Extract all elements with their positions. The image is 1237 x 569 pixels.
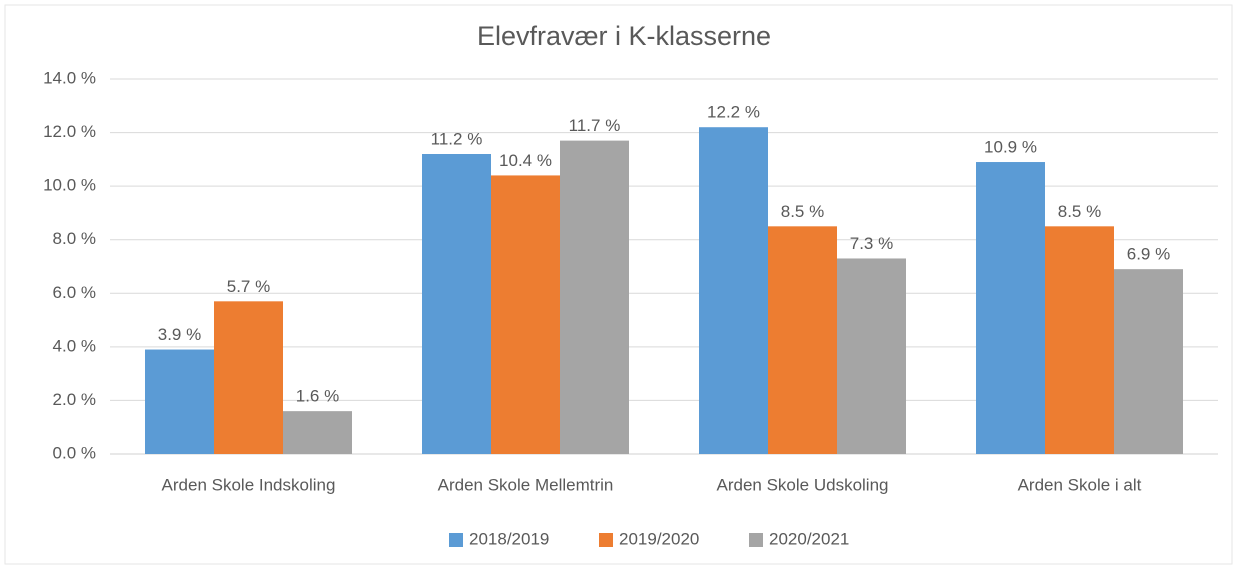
bar — [976, 162, 1045, 455]
x-tick-label: Arden Skole Mellemtrin — [438, 475, 614, 494]
data-label: 11.7 % — [569, 116, 621, 135]
data-label: 7.3 % — [850, 234, 893, 253]
data-label: 10.4 % — [499, 151, 552, 170]
bar — [699, 127, 768, 454]
y-tick-label: 8.0 % — [53, 229, 96, 248]
x-tick-label: Arden Skole Indskoling — [162, 475, 336, 494]
legend-swatch — [599, 533, 613, 547]
bar — [560, 140, 629, 454]
bar — [1114, 269, 1183, 454]
legend-swatch — [749, 533, 763, 547]
y-tick-label: 12.0 % — [43, 122, 96, 141]
chart-title: Elevfravær i K-klasserne — [477, 21, 771, 51]
data-label: 5.7 % — [227, 277, 270, 296]
bar — [1045, 226, 1114, 454]
y-tick-label: 10.0 % — [43, 176, 96, 195]
data-label: 10.9 % — [984, 138, 1037, 157]
legend-label: 2020/2021 — [769, 529, 849, 548]
legend-label: 2018/2019 — [469, 529, 549, 548]
bar — [214, 301, 283, 454]
bar — [837, 258, 906, 454]
data-label: 3.9 % — [158, 325, 201, 344]
y-tick-label: 6.0 % — [53, 283, 96, 302]
bar — [283, 411, 352, 454]
y-tick-label: 2.0 % — [53, 390, 96, 409]
data-label: 6.9 % — [1127, 245, 1170, 264]
y-tick-label: 4.0 % — [53, 336, 96, 355]
legend-swatch — [449, 533, 463, 547]
y-tick-label: 14.0 % — [43, 68, 96, 87]
x-tick-label: Arden Skole i alt — [1018, 475, 1142, 494]
y-tick-label: 0.0 % — [53, 443, 96, 462]
bar — [768, 226, 837, 454]
bar — [422, 154, 491, 454]
data-label: 8.5 % — [781, 202, 824, 221]
data-label: 1.6 % — [296, 387, 339, 406]
legend-label: 2019/2020 — [619, 529, 699, 548]
x-tick-label: Arden Skole Udskoling — [717, 475, 889, 494]
data-label: 12.2 % — [707, 103, 760, 122]
bar — [145, 349, 214, 454]
data-label: 8.5 % — [1058, 202, 1101, 221]
bar — [491, 175, 560, 454]
data-label: 11.2 % — [431, 129, 483, 148]
